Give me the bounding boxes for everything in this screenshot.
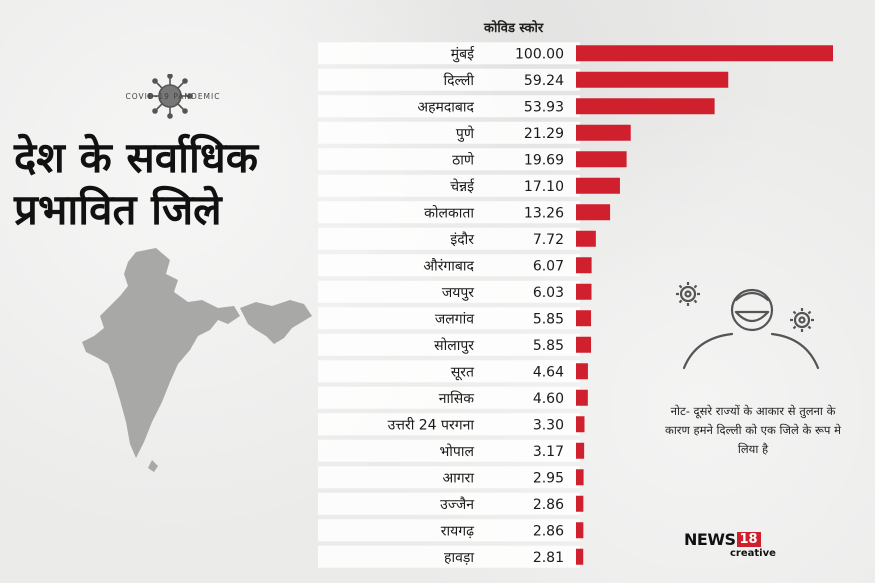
covid-badge-text: COVID-19 PANDEMIC [126, 92, 221, 101]
category-label: दिल्ली [444, 72, 475, 89]
bar [576, 71, 729, 88]
value-label: 5.85 [533, 311, 564, 327]
bar [576, 310, 592, 327]
logo-main-text: NEWS [684, 530, 736, 549]
row-background [318, 95, 580, 118]
bar [576, 548, 584, 565]
value-label: 19.69 [524, 152, 564, 168]
person-with-mask-icon [676, 282, 820, 370]
bar [576, 257, 592, 274]
category-label: सूरत [451, 364, 475, 380]
category-label: चेन्नई [450, 178, 475, 195]
category-label: जयपुर [442, 285, 474, 301]
category-label: नासिक [439, 390, 474, 407]
value-label: 5.85 [533, 338, 564, 354]
category-label: आगरा [442, 470, 474, 486]
bar [576, 151, 627, 168]
india-map-icon [82, 248, 312, 472]
category-label: जलगांव [435, 311, 474, 327]
row-background [318, 227, 580, 250]
bar [576, 177, 620, 194]
logo-number: 18 [736, 532, 761, 547]
bar [576, 124, 631, 141]
bar [576, 469, 584, 486]
row-background [318, 254, 580, 277]
row-background [318, 492, 580, 515]
value-label: 53.93 [524, 99, 564, 115]
category-label: हावड़ा [444, 550, 474, 566]
row-background [318, 121, 580, 144]
bar [576, 45, 833, 62]
row-background [318, 280, 580, 303]
value-label: 2.86 [533, 523, 564, 539]
row-background [318, 413, 580, 436]
category-label: पुणे [456, 125, 475, 142]
value-label: 6.03 [533, 285, 564, 301]
row-background [318, 545, 580, 568]
row-background [318, 333, 580, 356]
title-line-2: प्रभावित जिले [14, 185, 222, 234]
value-label: 7.72 [533, 232, 564, 248]
row-background [318, 68, 580, 91]
category-label: कोलकाता [424, 204, 474, 221]
covid-virus-icon: COVID-19 PANDEMIC [126, 74, 221, 119]
title-line-1: देश के सर्वाधिक [14, 133, 258, 182]
news18-creative-logo: NEWS 18 creative [684, 530, 776, 559]
value-label: 2.95 [533, 470, 564, 486]
bar [576, 522, 584, 539]
note-text: नोट- दूसरे राज्यों के आकार से तुलना के क… [665, 404, 841, 456]
row-background [318, 360, 580, 383]
row-background [318, 42, 580, 65]
bar [576, 204, 611, 221]
bar [576, 442, 585, 459]
row-background [318, 201, 580, 224]
category-label: मुंबई [451, 45, 475, 62]
value-label: 13.26 [524, 205, 564, 221]
value-label: 2.86 [533, 497, 564, 513]
value-label: 3.17 [533, 444, 564, 460]
gear-icon [790, 308, 814, 332]
value-label: 3.30 [533, 417, 564, 433]
bar [576, 416, 585, 433]
row-background [318, 174, 580, 197]
bar [576, 389, 588, 406]
category-label: रायगढ़ [441, 523, 475, 539]
bar [576, 363, 588, 380]
row-background [318, 519, 580, 542]
value-label: 100.00 [515, 46, 564, 62]
row-background [318, 466, 580, 489]
category-label: औरंगाबाद [423, 257, 474, 274]
category-label: ठाणे [452, 151, 475, 168]
row-background [318, 439, 580, 462]
value-label: 4.60 [533, 391, 564, 407]
page-title: देश के सर्वाधिक प्रभावित जिले [14, 132, 324, 236]
gear-icon [676, 282, 700, 306]
category-label: सोलापुर [434, 337, 474, 354]
value-label: 4.64 [533, 364, 564, 380]
logo-sub-text: creative [730, 548, 776, 559]
value-label: 6.07 [533, 258, 564, 274]
category-label: इंदौर [450, 231, 474, 248]
category-label: भोपाल [439, 443, 474, 460]
bar [576, 495, 584, 512]
bar [576, 98, 715, 115]
bar [576, 336, 592, 353]
category-label: अहमदाबाद [417, 99, 474, 115]
value-label: 21.29 [524, 126, 564, 142]
value-label: 17.10 [524, 179, 564, 195]
category-label: उत्तरी 24 परगना [388, 416, 475, 433]
row-background [318, 307, 580, 330]
row-background [318, 148, 580, 171]
row-background [318, 386, 580, 409]
bar [576, 230, 596, 247]
category-label: उज्जैन [440, 496, 474, 513]
bar [576, 283, 592, 300]
chart-value-header: कोविड स्कोर [484, 21, 544, 36]
value-label: 2.81 [533, 550, 564, 566]
value-label: 59.24 [524, 73, 564, 89]
